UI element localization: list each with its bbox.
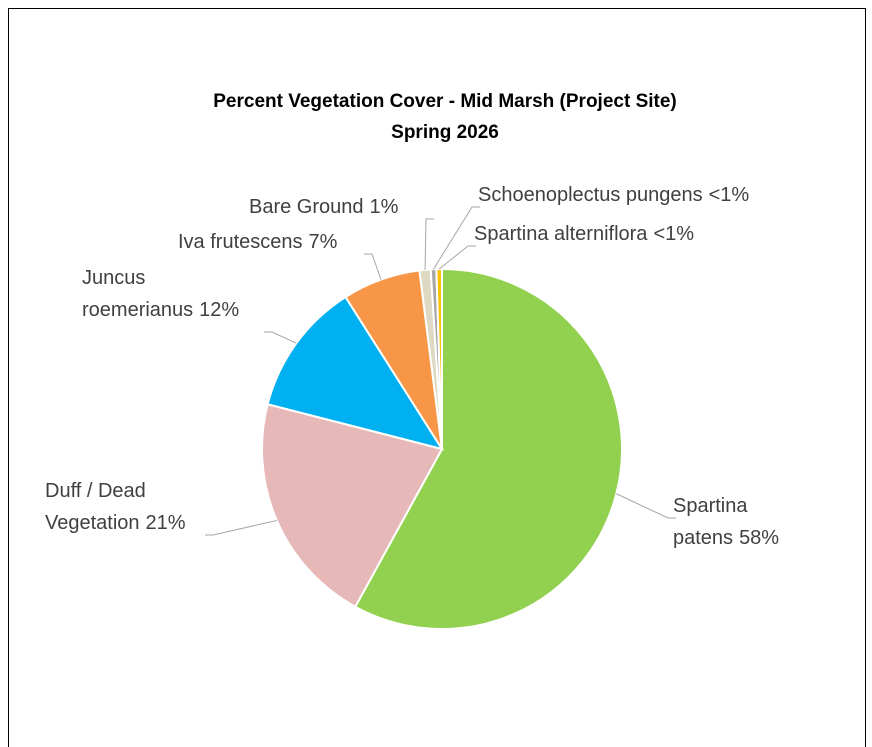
pie-slice <box>435 267 443 450</box>
data-label-value: <1% <box>653 223 694 245</box>
label-line: patens <box>673 527 733 549</box>
data-label-name: Schoenoplectus pungens <box>478 184 703 206</box>
data-label-name: Spartina alterniflora <box>474 223 648 245</box>
data-label-name: Iva frutescens <box>178 231 303 253</box>
leader-line <box>205 519 277 536</box>
leader-line <box>433 206 480 270</box>
label-line: Spartina <box>673 495 748 517</box>
data-label-value: 58% <box>739 527 779 549</box>
leader-line <box>616 493 676 519</box>
label-line: Spartina alterniflora <box>474 223 648 245</box>
leader-line <box>424 218 434 270</box>
data-label-name: Spartina patens <box>673 495 748 549</box>
data-label-value: 21% <box>146 512 186 534</box>
data-label-value: 1% <box>370 196 399 218</box>
label-line: Iva frutescens <box>178 231 303 253</box>
data-label-name: Duff / Dead Vegetation <box>45 480 146 534</box>
chart-title: Percent Vegetation Cover - Mid Marsh (Pr… <box>213 91 677 112</box>
data-label-value: <1% <box>709 184 750 206</box>
data-label-name: Juncus roemerianus <box>82 267 193 321</box>
leader-line <box>438 245 476 270</box>
pie-slice <box>353 267 623 630</box>
label-line: Bare Ground <box>249 196 364 218</box>
label-line: Juncus <box>82 267 145 289</box>
leader-line <box>364 253 382 280</box>
data-label-value: 12% <box>199 299 239 321</box>
data-label-value: 7% <box>309 231 338 253</box>
label-line: Vegetation <box>45 512 140 534</box>
label-line: Schoenoplectus pungens <box>478 184 703 206</box>
data-label-name: Bare Ground <box>249 196 364 218</box>
pie-slice <box>266 295 445 451</box>
label-line: Duff / Dead <box>45 480 146 502</box>
label-line: roemerianus <box>82 299 193 321</box>
leader-line <box>264 331 297 344</box>
chart-subtitle: Spring 2026 <box>391 122 499 143</box>
